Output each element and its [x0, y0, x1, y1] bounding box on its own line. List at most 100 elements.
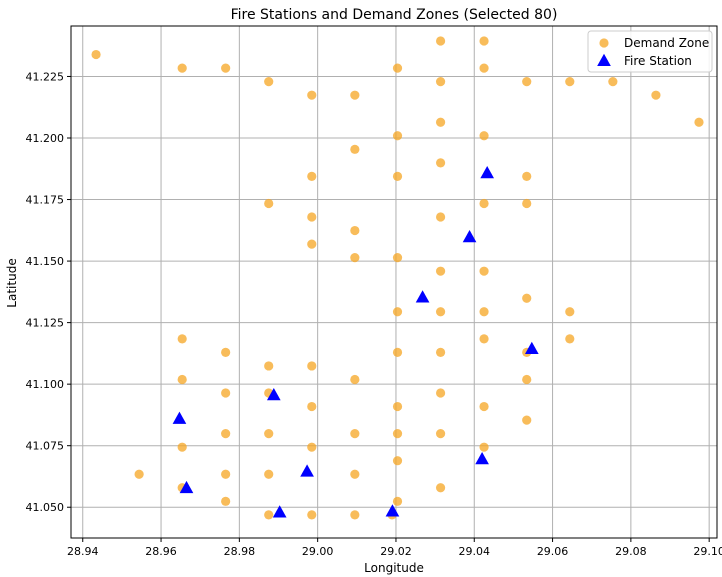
- demand-zone-point: [264, 510, 274, 520]
- x-tick-label: 28.94: [67, 545, 99, 558]
- y-tick-label: 41.225: [26, 70, 65, 83]
- demand-zone-point: [134, 469, 144, 479]
- demand-zone-point: [435, 158, 446, 168]
- legend-box: [587, 30, 713, 73]
- y-axis-ticks: 41.050 41.075 41.100 41.125 41.150 41.175 41.2…: [26, 70, 71, 514]
- demand-zone-point: [435, 266, 446, 276]
- demand-zone-point: [350, 253, 360, 263]
- x-tick-label: 28.96: [145, 545, 177, 558]
- y-tick-label: 41.175: [26, 194, 65, 207]
- x-tick-label: 29.08: [615, 545, 647, 558]
- x-tick-label: 29.04: [459, 545, 491, 558]
- demand-zone-point: [307, 171, 317, 181]
- demand-zone-point: [392, 171, 403, 181]
- demand-zone-point: [392, 496, 403, 506]
- y-tick-label: 41.100: [26, 378, 65, 391]
- demand-zone-point: [694, 117, 704, 127]
- demand-zone-point: [307, 90, 317, 100]
- chart-title: Fire Stations and Demand Zones (Selected…: [231, 7, 558, 23]
- demand-zone-point: [307, 401, 317, 412]
- demand-zone-point: [479, 266, 489, 276]
- demand-zone-point: [392, 307, 403, 317]
- demand-zone-point: [392, 63, 403, 73]
- demand-zone-point: [221, 63, 231, 73]
- demand-zone-point: [522, 77, 532, 87]
- fire-station-point: [475, 452, 489, 465]
- y-tick-label: 41.150: [26, 255, 65, 268]
- demand-zone-point: [608, 77, 618, 87]
- fire-station-point: [172, 411, 187, 424]
- demand-zone-point: [221, 347, 231, 357]
- demand-zone-point: [307, 212, 317, 222]
- fire-station-point: [524, 341, 539, 354]
- demand-zone-point: [479, 36, 489, 46]
- demand-zone-point: [177, 442, 187, 452]
- demand-zone-point: [221, 429, 231, 439]
- demand-zone-point: [651, 90, 661, 100]
- demand-zone-point: [264, 361, 274, 371]
- demand-zone-point: [350, 510, 360, 520]
- demand-zone-point: [350, 374, 360, 385]
- demand-zone-point: [479, 131, 489, 141]
- demand-zone-point: [479, 334, 489, 344]
- demand-zone-point: [522, 198, 532, 209]
- demand-zone-point: [435, 77, 446, 87]
- demand-zone-point: [392, 456, 403, 466]
- demand-zone-point: [264, 77, 274, 87]
- fire-station-point: [266, 388, 281, 401]
- legend-label: Fire Station: [624, 54, 692, 68]
- demand-zone-point: [177, 334, 187, 344]
- demand-zone-point: [392, 401, 403, 412]
- demand-zone-point: [565, 334, 575, 344]
- demand-zone-point: [435, 307, 446, 317]
- demand-zone-point: [392, 429, 403, 439]
- demand-zone-point: [307, 239, 317, 249]
- x-axis-label: Longitude: [364, 561, 424, 575]
- demand-zone-point: [177, 63, 187, 73]
- fire-station-point: [480, 166, 495, 179]
- demand-zone-point: [264, 198, 274, 209]
- demand-zone-point: [392, 347, 403, 357]
- x-axis-ticks: 28.94 28.96 28.98 29.00 29.02 29.04 29.06 29.08…: [67, 538, 722, 558]
- x-tick-label: 29.10: [693, 545, 722, 558]
- demand-zone-point: [435, 483, 446, 493]
- y-tick-label: 41.200: [26, 132, 65, 145]
- demand-zone-point: [565, 77, 575, 87]
- demand-zone-point: [522, 415, 532, 425]
- x-tick-label: 29.00: [302, 545, 334, 558]
- demand-zone-point: [307, 361, 317, 371]
- fire-station-point: [385, 504, 400, 517]
- demand-zone-point: [479, 63, 489, 73]
- demand-zone-point: [350, 469, 360, 479]
- demand-zone-point: [435, 429, 446, 439]
- x-tick-label: 29.06: [537, 545, 569, 558]
- demand-zone-point: [435, 36, 446, 46]
- demand-zone-point: [350, 429, 360, 439]
- demand-zone-point: [264, 469, 274, 479]
- demand-zone-point: [392, 131, 403, 141]
- demand-zone-point: [435, 212, 446, 222]
- plot-area-frame: [70, 25, 718, 539]
- demand-zone-point: [177, 374, 187, 385]
- demand-zone-point: [392, 253, 403, 263]
- demand-zone-point: [479, 198, 489, 209]
- demand-zone-point: [307, 442, 317, 452]
- demand-zone-point: [221, 496, 231, 506]
- y-axis-label: Latitude: [5, 258, 19, 307]
- fire-station-point: [415, 290, 430, 303]
- fire-station-point: [462, 230, 477, 243]
- demand-zone-point: [522, 374, 532, 385]
- y-tick-label: 41.125: [26, 317, 65, 330]
- legend-demand-zone-marker: [599, 38, 609, 48]
- demand-zone-point: [91, 49, 101, 60]
- data-points: [91, 36, 704, 520]
- legend-label: Demand Zone: [624, 36, 709, 50]
- x-tick-label: 28.98: [224, 545, 256, 558]
- demand-zone-point: [479, 307, 489, 317]
- x-tick-label: 29.02: [380, 545, 412, 558]
- demand-zone-point: [522, 171, 532, 181]
- fire-station-point: [272, 505, 287, 518]
- demand-zone-point: [221, 469, 231, 479]
